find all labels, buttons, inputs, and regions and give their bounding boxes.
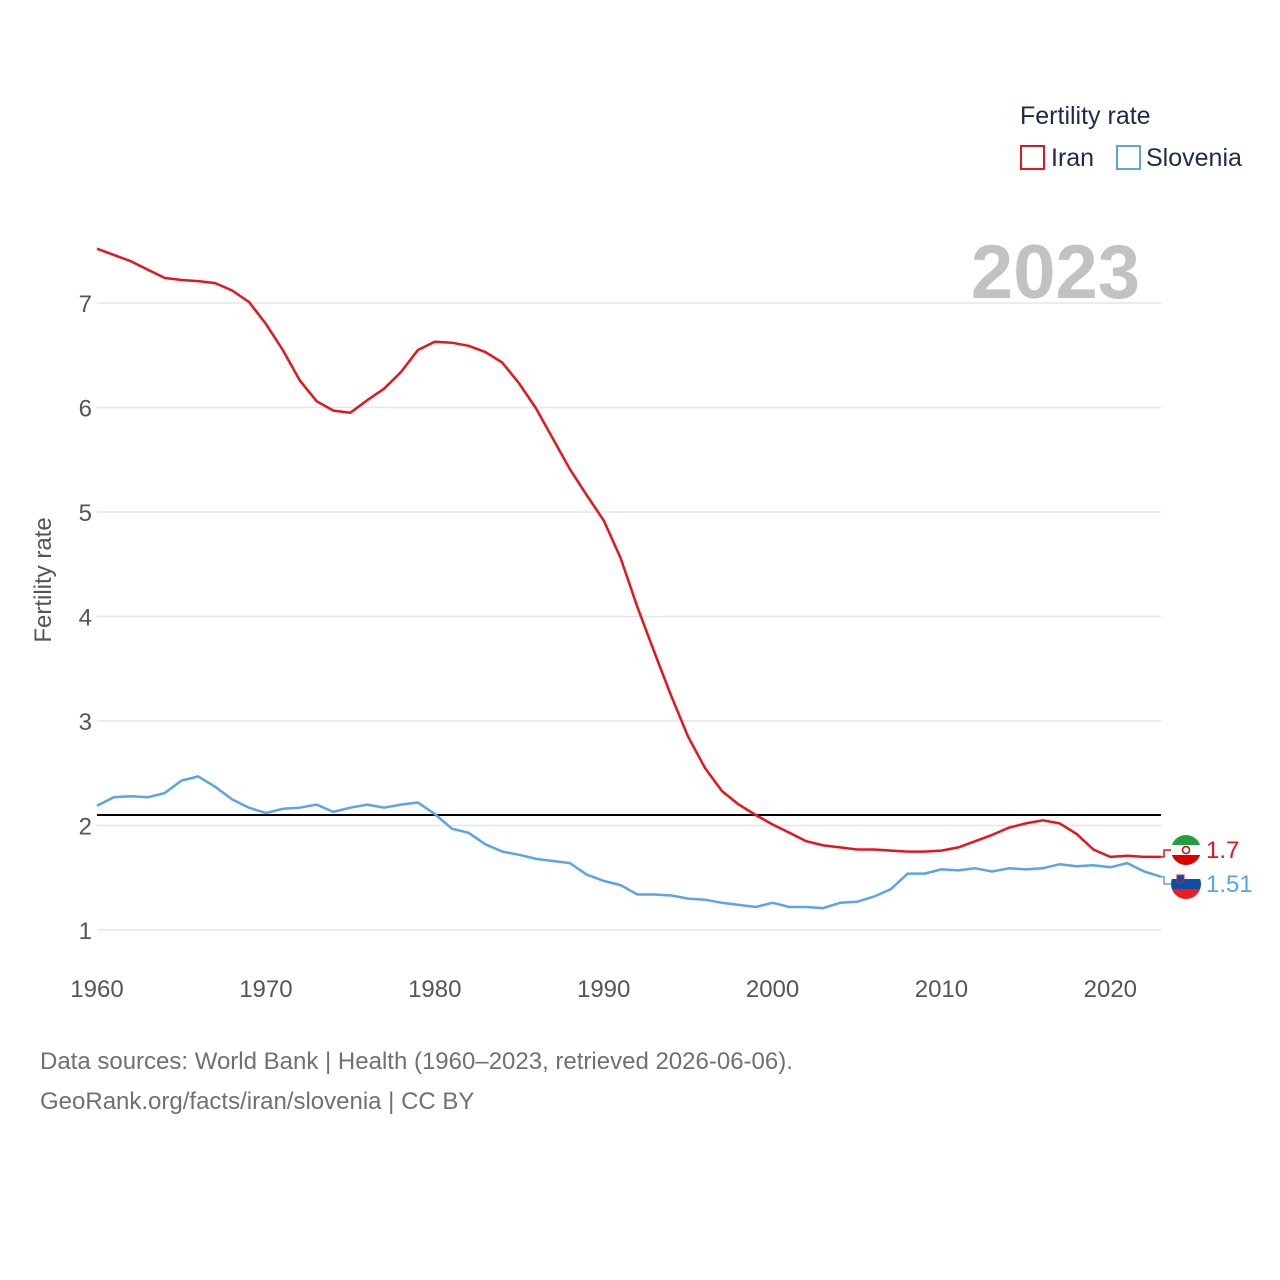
y-tick-label: 2 — [79, 814, 92, 841]
x-tick-label: 1980 — [408, 976, 461, 1003]
y-tick-label: 4 — [79, 605, 92, 632]
y-axis-title: Fertility rate — [30, 517, 57, 642]
y-axis-ticks: 1 2 3 4 5 6 7 — [79, 291, 92, 945]
legend: Fertility rate Iran Slovenia — [1020, 102, 1242, 172]
end-connector-slovenia — [1161, 875, 1171, 885]
x-axis-ticks: 1960 1970 1980 1990 2000 2010 2020 — [70, 976, 1137, 1003]
series-line-slovenia — [96, 775, 1162, 910]
end-value-slovenia: 1.51 — [1206, 871, 1253, 898]
legend-swatch-iran[interactable] — [1020, 145, 1045, 170]
data-sources-text: Data sources: World Bank | Health (1960–… — [40, 1048, 793, 1075]
legend-label-slovenia[interactable]: Slovenia — [1146, 144, 1242, 172]
legend-label-iran[interactable]: Iran — [1051, 144, 1094, 172]
series-line-iran — [96, 247, 1161, 859]
end-value-iran: 1.7 — [1206, 837, 1239, 864]
y-tick-label: 5 — [79, 500, 92, 527]
slovenia-flag-icon — [1171, 869, 1201, 899]
y-tick-label: 1 — [79, 918, 92, 945]
end-labels: 1.7 1.51 — [1161, 835, 1253, 899]
y-tick-label: 6 — [79, 396, 92, 423]
series-lines — [96, 247, 1162, 910]
x-tick-label: 1990 — [577, 976, 630, 1003]
legend-title: Fertility rate — [1020, 102, 1151, 130]
footer: Data sources: World Bank | Health (1960–… — [40, 1042, 793, 1122]
iran-flag-icon — [1171, 835, 1201, 865]
gridlines — [97, 302, 1161, 931]
fertility-chart: 1 2 3 4 5 6 7 1960 1970 1980 1990 2000 2010 2020 Fer… — [30, 102, 1253, 1003]
legend-swatch-slovenia[interactable] — [1116, 145, 1141, 170]
x-tick-label: 2000 — [746, 976, 799, 1003]
x-tick-label: 2010 — [915, 976, 968, 1003]
attribution-text: GeoRank.org/facts/iran/slovenia | CC BY — [40, 1088, 475, 1115]
y-tick-label: 3 — [79, 709, 92, 736]
x-tick-label: 2020 — [1084, 976, 1137, 1003]
x-tick-label: 1960 — [70, 976, 123, 1003]
end-connector-iran — [1161, 849, 1171, 858]
x-tick-label: 1970 — [239, 976, 292, 1003]
year-label: 2023 — [971, 230, 1140, 315]
y-tick-label: 7 — [79, 291, 92, 318]
